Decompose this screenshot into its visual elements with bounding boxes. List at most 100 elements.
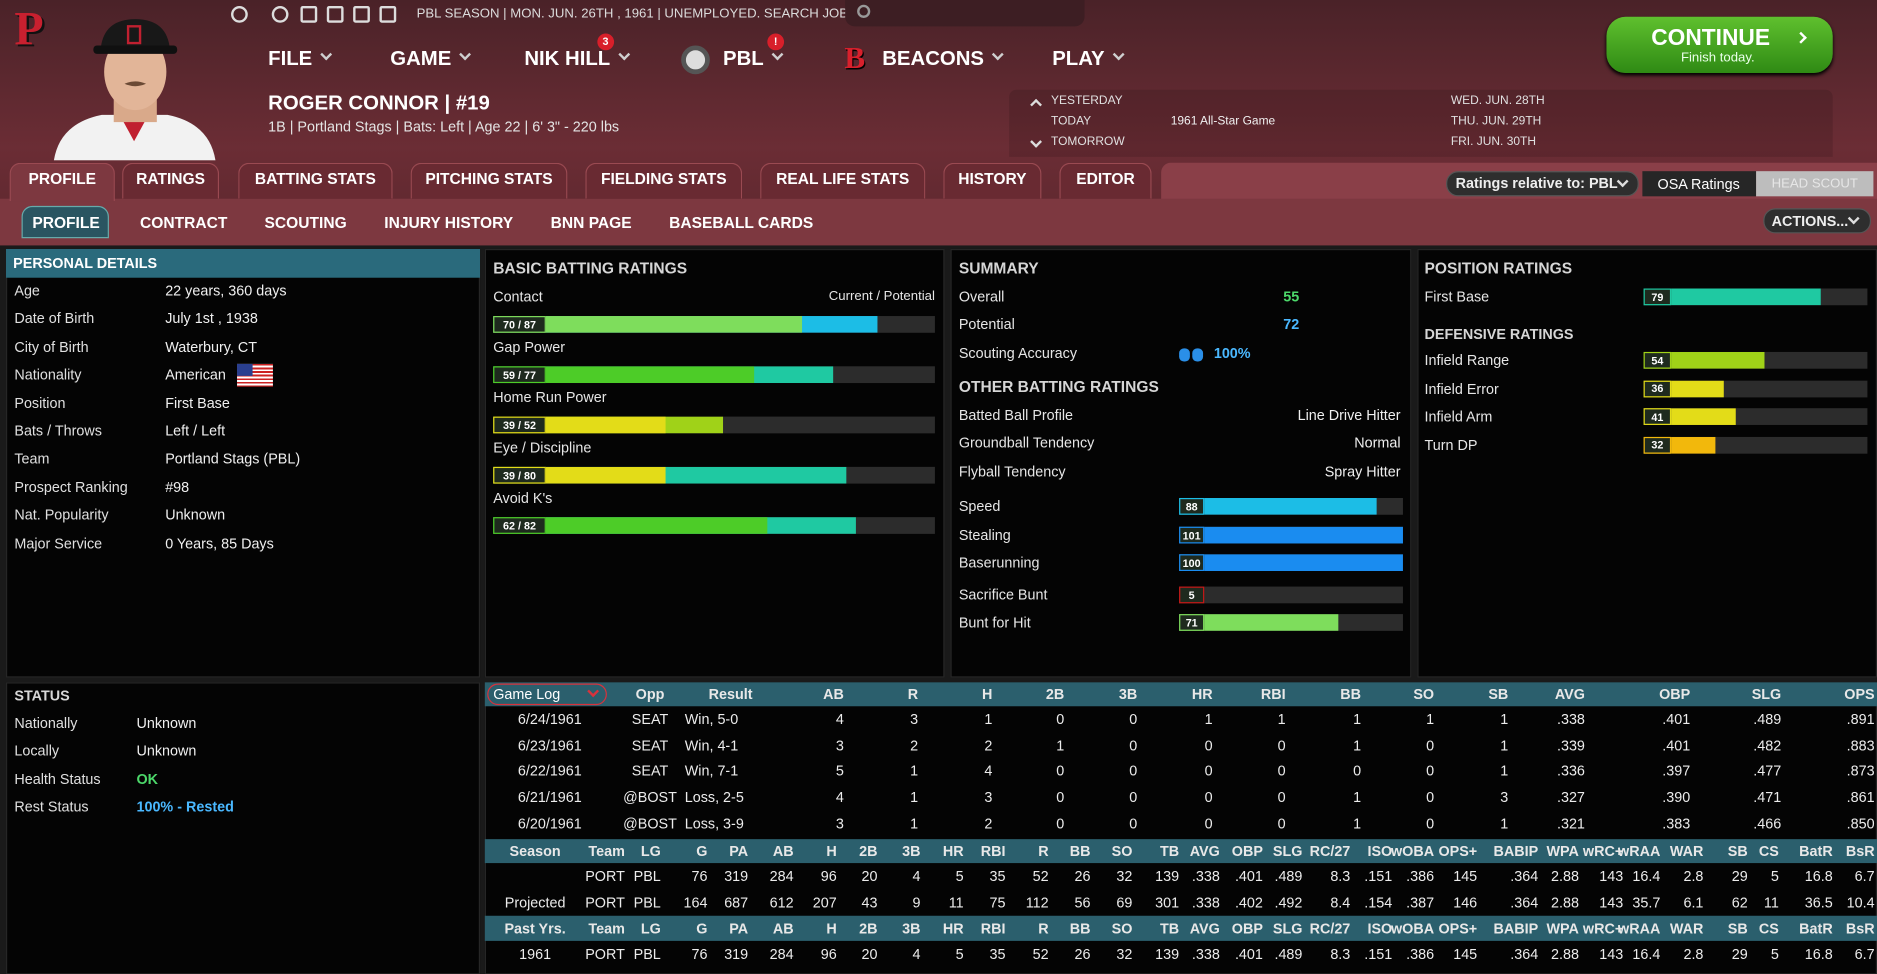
column-header[interactable]: R [907,685,919,703]
actions-button[interactable] [1763,208,1872,234]
tab[interactable] [122,162,220,199]
calendar-day[interactable]: YESTERDAY [1051,94,1123,108]
calendar-date[interactable]: WED. JUN. 28TH [1450,94,1545,108]
detail-label: Bats / Throws [14,422,102,440]
column-header: 3B [902,920,921,938]
tab-label[interactable]: FIELDING STATS [600,169,727,188]
tab-label[interactable]: BATTING STATS [254,169,376,188]
calendar-day[interactable]: TOMORROW [1051,135,1125,149]
log-cell: 3 [984,788,993,806]
menu-item[interactable]: NIK HILL [524,47,611,71]
tab[interactable] [585,162,743,199]
osa-button[interactable] [1642,171,1757,197]
table-header [484,839,1877,864]
column-header: SO [1111,920,1133,938]
log-selector-label[interactable]: Game Log [493,685,561,703]
detail-value: 22 years, 360 days [165,282,287,300]
subtab-label[interactable]: BASEBALL CARDS [669,213,814,232]
continue-sub[interactable]: Finish today. [1680,50,1755,66]
team-logo[interactable]: B [844,40,866,76]
continue-label[interactable]: CONTINUE [1651,25,1771,51]
league-icon[interactable] [681,45,710,75]
log-cell: Win, 7-1 [684,763,739,780]
bar-value-box [493,366,546,384]
menu-item[interactable]: GAME [390,47,452,71]
column-header[interactable]: Opp [635,685,665,703]
calendar-day[interactable]: TODAY [1051,114,1092,129]
rating-text: Normal [1354,434,1401,452]
stat-cell: 2.88 [1550,867,1579,885]
stat-cell: .338 [1191,894,1220,911]
tab[interactable] [760,162,926,199]
calendar-date[interactable]: THU. JUN. 29TH [1450,114,1542,129]
tab-label[interactable]: RATINGS [136,169,206,188]
column-header[interactable]: RBI [1260,685,1286,703]
tab[interactable] [238,162,393,199]
menu-item[interactable]: PLAY [1052,47,1105,71]
actions-label[interactable]: ACTIONS... [1771,213,1849,230]
subtab-band [0,198,1877,246]
stat-cell: 5 [955,867,964,885]
tab[interactable] [943,162,1042,199]
stat-cell: 145 [1453,945,1478,963]
column-header[interactable]: Result [708,685,753,703]
column-header[interactable]: 2B [1045,685,1065,703]
column-header[interactable]: 3B [1118,685,1138,703]
subtab-label[interactable]: SCOUTING [264,213,347,232]
toolbar-icon[interactable] [353,5,370,23]
column-header[interactable]: BB [1340,685,1362,703]
rating-label: Infield Error [1424,380,1499,397]
relative-label[interactable]: Ratings relative to: PBL [1455,174,1618,192]
column-header[interactable]: H [981,685,993,703]
column-header[interactable]: SB [1488,685,1509,703]
tab[interactable] [410,162,568,199]
column-header[interactable]: OBP [1659,685,1691,703]
tab-label[interactable]: PROFILE [28,169,96,188]
tab-label[interactable]: REAL LIFE STATS [776,169,910,188]
panel [1417,248,1877,678]
menu-item[interactable]: PBL [723,47,764,71]
subtab-active[interactable] [21,205,109,239]
tab-label[interactable]: PITCHING STATS [425,169,553,188]
subtab-label[interactable]: BNN PAGE [550,213,632,232]
toolbar-icon[interactable] [271,5,289,23]
search-box[interactable] [845,0,1085,27]
stat-cell: 143 [1599,945,1624,963]
menu-item[interactable]: FILE [268,47,313,71]
log-selector[interactable] [487,683,607,706]
column-header[interactable]: OPS [1844,685,1875,703]
log-cell: 1 [1426,711,1435,728]
toolbar-icon[interactable] [379,5,397,23]
tab[interactable] [1059,162,1152,199]
scout-label[interactable]: HEAD SCOUT [1771,176,1858,191]
table-header [484,682,1877,707]
stat-cell: 29 [1731,945,1748,963]
season-info[interactable]: PBL SEASON | MON. JUN. 26TH , 1961 | UNE… [416,6,868,21]
column-header[interactable]: SO [1413,685,1435,703]
calendar-event[interactable]: 1961 All-Star Game [1170,114,1276,129]
rating-label: Flyball Tendency [958,462,1066,480]
tab-label[interactable]: HISTORY [958,169,1027,188]
menu-item[interactable]: BEACONS [882,47,985,71]
subtab-label[interactable]: PROFILE [32,213,100,232]
calendar-date[interactable]: FRI. JUN. 30TH [1450,135,1536,149]
scout-button[interactable] [1756,171,1874,197]
stat-cell: 612 [769,894,794,911]
league-logo[interactable]: P [14,1,44,56]
column-header[interactable]: HR [1191,685,1213,703]
toolbar-icon[interactable] [326,5,344,23]
tab[interactable] [9,162,115,202]
log-cell: .891 [1846,711,1875,728]
osa-label[interactable]: OSA Ratings [1657,175,1740,193]
toolbar-icon[interactable] [231,5,248,23]
column-header[interactable]: SLG [1751,685,1782,703]
tab-label[interactable]: EDITOR [1076,169,1135,188]
stat-cell: .387 [1406,894,1435,911]
subtab-label[interactable]: INJURY HISTORY [384,213,514,232]
subtab-label[interactable]: CONTRACT [140,213,228,232]
column-header[interactable]: AVG [1554,685,1585,703]
column-header[interactable]: AB [823,685,844,703]
continue-button[interactable] [1606,16,1833,74]
relative-button[interactable] [1446,171,1639,197]
toolbar-icon[interactable] [300,5,318,23]
